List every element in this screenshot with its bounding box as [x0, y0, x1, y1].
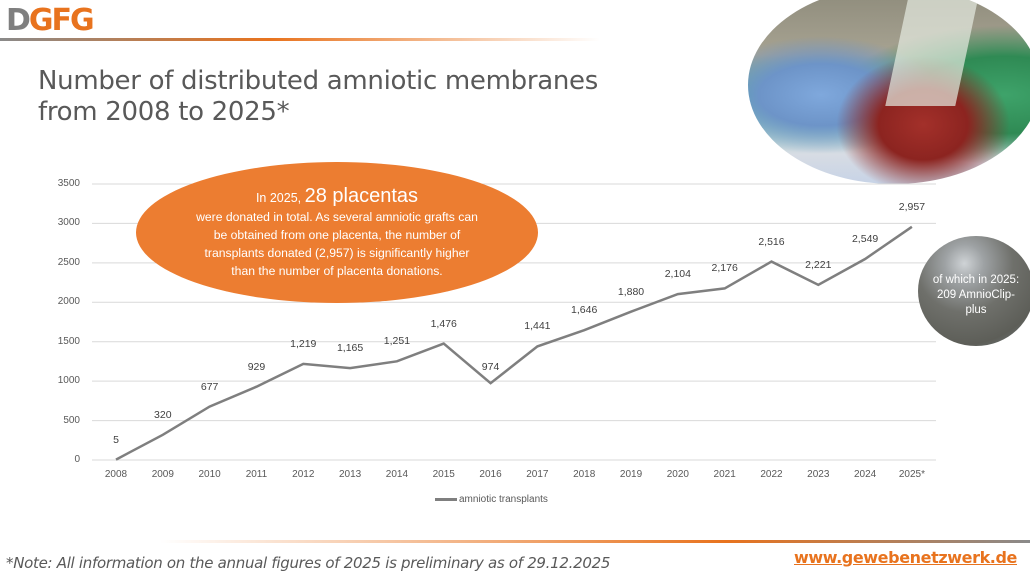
data-label: 1,165 — [336, 342, 364, 355]
data-label: 974 — [481, 361, 500, 374]
legend-line-swatch — [435, 498, 457, 501]
x-tick-label: 2011 — [245, 469, 268, 480]
data-label: 2,957 — [898, 200, 926, 213]
data-label: 2,176 — [711, 262, 738, 275]
title-line-2: from 2008 to 2025* — [38, 97, 290, 127]
callout-prefix: In 2025, — [255, 191, 305, 205]
y-tick-label: 3000 — [57, 217, 80, 229]
callout-bubble: In 2025, 28 placentas were donated in to… — [136, 162, 538, 303]
x-tick-label: 2015 — [432, 469, 455, 480]
y-tick-label: 500 — [63, 414, 80, 426]
callout-headline: In 2025, 28 placentas — [136, 184, 538, 210]
dgfg-logo: DGFG — [6, 3, 95, 38]
x-tick-label: 2016 — [479, 469, 502, 480]
y-tick-label: 1500 — [57, 335, 80, 347]
x-tick-label: 2022 — [760, 469, 783, 480]
x-tick-label: 2025* — [898, 469, 925, 480]
y-tick-label: 3500 — [57, 178, 80, 189]
data-label: 2,104 — [664, 268, 691, 281]
data-label: 1,219 — [290, 337, 317, 350]
header-divider — [0, 38, 600, 41]
x-tick-label: 2010 — [198, 469, 221, 480]
y-tick-label: 1000 — [57, 375, 80, 387]
amnioclip-photo: of which in 2025: 209 AmnioClip-plus — [918, 236, 1030, 346]
data-label: 1,880 — [617, 285, 645, 298]
callout-highlight: 28 placentas — [304, 185, 419, 207]
x-tick-label: 2024 — [853, 469, 877, 480]
x-tick-label: 2019 — [619, 469, 643, 480]
x-tick-label: 2014 — [385, 469, 409, 480]
amnioclip-note: of which in 2025: 209 AmnioClip-plus — [932, 274, 1020, 316]
x-tick-label: 2020 — [666, 469, 689, 480]
footnote: *Note: All information on the annual fig… — [6, 554, 611, 572]
data-label: 929 — [247, 360, 266, 373]
x-tick-label: 2023 — [807, 469, 830, 480]
logo-part-gfg: GFG — [28, 3, 95, 38]
x-tick-label: 2012 — [292, 469, 315, 480]
legend-label: amniotic transplants — [459, 494, 548, 505]
x-tick-label: 2018 — [573, 469, 596, 480]
data-label: 5 — [113, 433, 119, 446]
x-tick-label: 2013 — [338, 469, 362, 480]
y-tick-label: 2000 — [57, 296, 80, 308]
series-line-amniotic-transplants — [115, 225, 913, 461]
callout-body: were donated in total. As several amniot… — [196, 210, 478, 278]
data-label: 1,441 — [524, 320, 551, 333]
data-label: 2,549 — [851, 232, 879, 245]
footer-divider — [160, 540, 1030, 543]
title-line-1: Number of distributed amniotic membranes — [38, 66, 599, 96]
website-link[interactable]: www.gewebenetzwerk.de — [794, 548, 1017, 567]
x-tick-label: 2021 — [713, 469, 736, 480]
page-title: Number of distributed amniotic membranes… — [38, 66, 598, 128]
chart-legend: amniotic transplants — [435, 494, 548, 505]
amniotic-membrane-photo — [748, 0, 1030, 184]
x-tick-label: 2009 — [151, 469, 174, 480]
logo-part-d: D — [6, 3, 31, 38]
y-tick-label: 2500 — [57, 256, 80, 268]
data-label: 2,516 — [758, 235, 785, 248]
data-label: 1,646 — [571, 304, 598, 317]
y-tick-label: 0 — [74, 454, 80, 465]
x-tick-label: 2008 — [104, 469, 128, 480]
x-tick-label: 2017 — [526, 469, 549, 480]
data-label: 320 — [154, 408, 172, 421]
data-label: 1,251 — [383, 335, 411, 348]
data-label: 2,221 — [805, 258, 832, 271]
data-label: 1,476 — [430, 317, 457, 330]
data-label: 677 — [200, 380, 219, 393]
